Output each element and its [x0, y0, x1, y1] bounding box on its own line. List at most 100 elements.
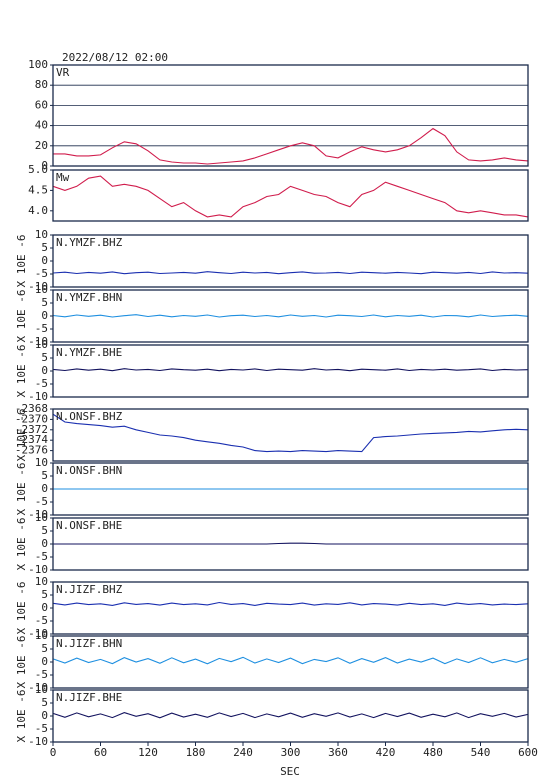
y-tick-label: 0 — [41, 537, 48, 550]
y-tick-label: 10 — [35, 575, 48, 588]
y-axis-label: X 10E -6 — [15, 518, 28, 571]
y-tick-label: -5 — [35, 668, 48, 681]
panel-label: N.JIZF.BHZ — [56, 583, 123, 596]
panel-frame — [52, 462, 529, 516]
y-tick-label: 60 — [35, 98, 48, 111]
y-tick-label: -10 — [28, 627, 48, 640]
x-tick-label: 300 — [281, 746, 301, 759]
trace-line — [52, 175, 529, 218]
y-tick-label: -10 — [28, 735, 48, 748]
y-tick-label: 40 — [35, 119, 48, 132]
y-tick-label: -2368 — [15, 402, 48, 415]
y-tick-label: 4.5 — [28, 183, 48, 196]
y-tick-label: 10 — [35, 511, 48, 524]
panel-label: N.ONSF.BHE — [56, 519, 122, 532]
trace-line — [52, 656, 529, 665]
y-axis-label: X 10E -6 — [15, 290, 28, 343]
trace-line — [52, 712, 529, 719]
x-tick-label: 600 — [518, 746, 538, 759]
panel-frame — [52, 635, 529, 689]
panel-frame — [52, 344, 529, 398]
y-tick-label: 5 — [41, 296, 48, 309]
x-tick-label: 120 — [138, 746, 158, 759]
y-tick-label: 5 — [41, 469, 48, 482]
y-tick-label: 10 — [35, 629, 48, 642]
y-tick-label: 5 — [41, 642, 48, 655]
y-tick-label: -5 — [35, 495, 48, 508]
y-tick-label: 5 — [41, 588, 48, 601]
panel-label: N.YMZF.BHE — [56, 346, 122, 359]
panel-frame — [52, 289, 529, 343]
x-tick-label: 360 — [328, 746, 348, 759]
y-tick-label: 10 — [35, 338, 48, 351]
x-tick-label: 540 — [471, 746, 491, 759]
y-axis-label: X 10E -6 — [15, 582, 28, 635]
y-tick-label: 80 — [35, 78, 48, 91]
y-tick-label: 5 — [41, 524, 48, 537]
y-tick-label: 0 — [41, 254, 48, 267]
y-tick-label: 10 — [35, 683, 48, 696]
panel-label: Mw — [56, 171, 70, 184]
y-tick-label: -2376 — [15, 444, 48, 457]
y-tick-label: 0 — [41, 159, 48, 172]
panel-label: N.ONSF.BHN — [56, 464, 122, 477]
trace-line — [52, 368, 529, 372]
y-tick-label: -5 — [35, 722, 48, 735]
x-tick-label: 60 — [94, 746, 107, 759]
y-tick-label: -2370 — [15, 412, 48, 425]
y-tick-label: 5 — [41, 696, 48, 709]
panel-label: N.YMZF.BHN — [56, 291, 122, 304]
y-tick-label: 100 — [28, 58, 48, 71]
y-tick-label: -5 — [35, 614, 48, 627]
y-tick-label: 5 — [41, 241, 48, 254]
y-tick-label: -10 — [28, 280, 48, 293]
x-tick-label: 420 — [376, 746, 396, 759]
y-tick-label: -2372 — [15, 423, 48, 436]
x-tick-label: 240 — [233, 746, 253, 759]
panel-label: N.JIZF.BHN — [56, 637, 122, 650]
panel-frame — [52, 408, 529, 462]
y-tick-label: -5 — [35, 267, 48, 280]
y-axis-label: X 10E -6 — [15, 345, 28, 398]
y-tick-label: 0 — [41, 364, 48, 377]
y-tick-label: -10 — [28, 563, 48, 576]
trace-line — [52, 271, 529, 275]
y-tick-label: 10 — [35, 228, 48, 241]
y-tick-label: 0 — [41, 709, 48, 722]
y-tick-label: -5 — [35, 322, 48, 335]
y-axis-label: X 10E -6 — [15, 409, 28, 462]
y-axis-label: X 10E -6 — [15, 235, 28, 288]
trace-line — [52, 413, 529, 453]
y-tick-label: -5 — [35, 377, 48, 390]
y-tick-label: 5 — [41, 351, 48, 364]
panel-frame — [52, 64, 529, 167]
trace-line — [53, 127, 529, 165]
panel-frame — [52, 581, 529, 635]
panel-frame — [52, 169, 529, 222]
y-tick-label: 10 — [35, 456, 48, 469]
y-tick-label: -10 — [28, 390, 48, 403]
y-tick-label: 0 — [41, 482, 48, 495]
panel-label: N.JIZF.BHE — [56, 691, 122, 704]
y-tick-label: 0 — [41, 655, 48, 668]
y-tick-label: 10 — [35, 283, 48, 296]
y-tick-label: 4.0 — [28, 204, 48, 217]
panel-label: N.YMZF.BHZ — [56, 236, 123, 249]
y-axis-label: X 10E -6 — [15, 463, 28, 516]
trace-line — [52, 601, 529, 606]
y-tick-label: 0 — [41, 309, 48, 322]
y-axis-label: X 10E -6 — [15, 690, 28, 743]
y-tick-label: -2374 — [15, 433, 48, 446]
panel-label: VR — [56, 66, 70, 79]
x-tick-label: 0 — [50, 746, 57, 759]
panel-frame — [52, 234, 529, 288]
trace-line — [52, 314, 529, 318]
x-tick-label: 180 — [186, 746, 206, 759]
y-tick-label: 0 — [41, 601, 48, 614]
panel-frame — [52, 689, 529, 743]
y-tick-label: -5 — [35, 550, 48, 563]
chart-title: 2022/08/12 02:00 — [62, 51, 168, 64]
y-tick-label: 20 — [35, 139, 48, 152]
y-tick-label: -10 — [28, 681, 48, 694]
